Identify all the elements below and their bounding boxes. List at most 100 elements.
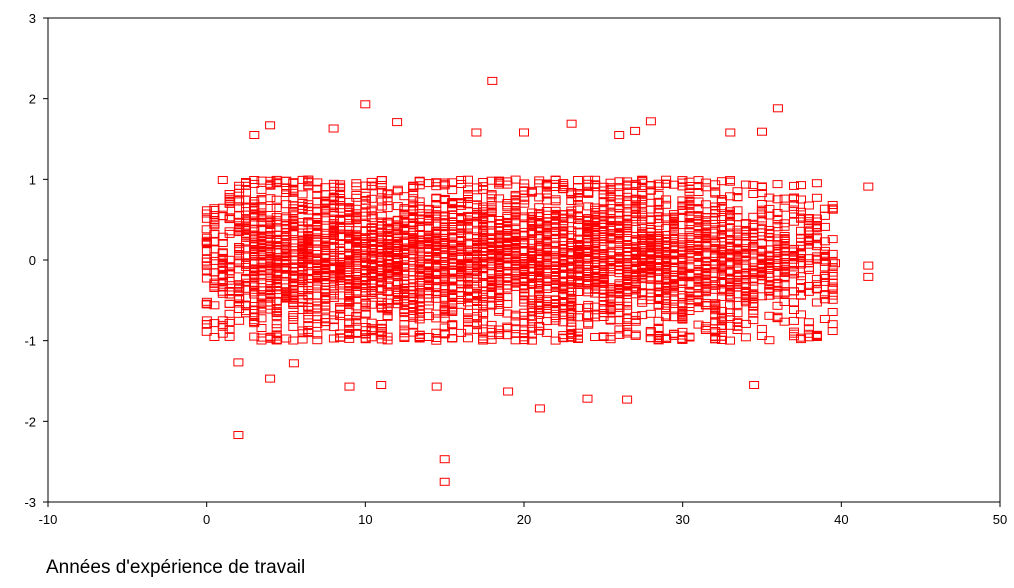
- data-point: [392, 216, 403, 225]
- data-point: [423, 205, 434, 214]
- data-point: [583, 229, 594, 237]
- data-point: [740, 291, 751, 300]
- data-point: [376, 233, 387, 242]
- data-point: [366, 269, 377, 278]
- data-point: [399, 332, 410, 341]
- data-point: [827, 282, 838, 291]
- data-point: [456, 300, 467, 309]
- data-point: [234, 197, 245, 206]
- data-point: [803, 201, 814, 210]
- data-point: [224, 299, 235, 308]
- data-point: [661, 313, 672, 322]
- data-point: [789, 316, 799, 325]
- data-point: [789, 217, 799, 226]
- data-point: [740, 244, 751, 253]
- y-tick-label: -1: [24, 334, 36, 349]
- data-point: [566, 206, 577, 215]
- data-point: [360, 298, 371, 307]
- data-point: [472, 193, 482, 202]
- data-point: [827, 327, 838, 335]
- data-point: [502, 331, 513, 340]
- data-point: [725, 336, 735, 345]
- data-point: [598, 242, 609, 251]
- data-point: [772, 282, 783, 291]
- data-point: [234, 295, 245, 304]
- data-point: [669, 330, 679, 339]
- data-point: [217, 320, 228, 329]
- data-point: [382, 303, 393, 311]
- data-point: [382, 189, 393, 198]
- data-point: [297, 274, 308, 283]
- data-point: [399, 192, 410, 201]
- data-point: [772, 195, 783, 204]
- data-point: [463, 313, 473, 322]
- data-point: [677, 314, 688, 323]
- data-point: [478, 182, 489, 191]
- data-point: [366, 249, 377, 258]
- data-point: [408, 320, 419, 329]
- data-point: [819, 315, 830, 323]
- data-point: [234, 316, 245, 325]
- data-point: [376, 176, 387, 184]
- data-point: [265, 374, 276, 383]
- data-point: [201, 254, 212, 263]
- data-point: [271, 320, 282, 329]
- data-point: [710, 317, 721, 326]
- data-point: [732, 230, 743, 239]
- data-point: [265, 204, 276, 212]
- data-point: [439, 285, 450, 294]
- data-point: [550, 316, 561, 325]
- data-point: [256, 314, 267, 323]
- data-point: [789, 181, 799, 190]
- data-point: [803, 333, 814, 342]
- data-point: [811, 223, 822, 232]
- data-point: [534, 245, 545, 254]
- data-point: [360, 196, 371, 205]
- data-point: [645, 309, 656, 318]
- data-point: [234, 243, 245, 251]
- data-point: [819, 237, 830, 246]
- data-point: [328, 291, 339, 300]
- data-point: [819, 277, 830, 286]
- data-point: [328, 289, 339, 298]
- data-point: [201, 266, 212, 275]
- data-point: [863, 272, 874, 281]
- data-point: [234, 224, 245, 232]
- data-point: [217, 239, 228, 247]
- data-point: [710, 189, 721, 198]
- data-point: [382, 312, 393, 321]
- data-point: [392, 261, 403, 270]
- data-point: [740, 180, 751, 189]
- data-point: [573, 313, 583, 322]
- data-point: [732, 187, 743, 196]
- data-point: [366, 194, 377, 203]
- data-point: [630, 331, 641, 340]
- data-point: [408, 199, 419, 208]
- data-point: [344, 232, 355, 241]
- data-point: [661, 175, 672, 184]
- x-tick-label: 30: [675, 512, 689, 527]
- data-point: [669, 304, 679, 313]
- data-point: [637, 298, 648, 307]
- data-point: [614, 188, 625, 197]
- data-point: [573, 303, 583, 312]
- data-point: [209, 237, 220, 246]
- data-point: [328, 334, 339, 343]
- data-point: [653, 267, 664, 276]
- data-point: [526, 319, 537, 328]
- data-point: [249, 306, 260, 315]
- data-point: [583, 215, 594, 224]
- data-point: [366, 205, 377, 214]
- data-point: [366, 237, 377, 246]
- data-point: [716, 244, 727, 253]
- data-point: [573, 176, 583, 184]
- data-point: [209, 278, 220, 287]
- data-point: [519, 288, 530, 297]
- data-point: [249, 131, 260, 139]
- data-point: [494, 331, 505, 339]
- data-point: [725, 128, 736, 137]
- data-point: [772, 104, 783, 113]
- x-tick-label: 20: [517, 512, 531, 527]
- data-point: [249, 197, 260, 205]
- data-point: [312, 178, 323, 187]
